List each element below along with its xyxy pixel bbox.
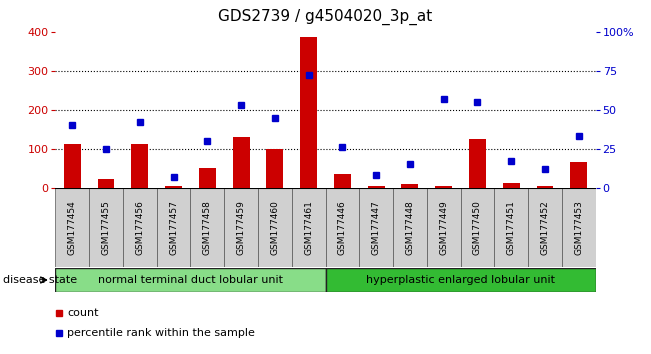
Bar (334, 174, 351, 188)
Bar (469, 139, 486, 188)
Text: GSM177446: GSM177446 (338, 200, 347, 255)
Bar (503, 183, 519, 188)
Text: percentile rank within the sample: percentile rank within the sample (68, 328, 255, 338)
Bar (528, 188, 562, 267)
Text: GSM177447: GSM177447 (372, 200, 381, 255)
Text: GSM177458: GSM177458 (203, 200, 212, 255)
Bar (55, 188, 89, 267)
Bar (436, 185, 452, 188)
Bar (64, 144, 81, 188)
Bar (232, 137, 249, 188)
Bar (165, 185, 182, 188)
Bar (191, 188, 224, 267)
Text: GSM177461: GSM177461 (304, 200, 313, 255)
Text: normal terminal duct lobular unit: normal terminal duct lobular unit (98, 275, 283, 285)
Bar (266, 149, 283, 188)
Bar (123, 188, 157, 267)
Bar (461, 188, 494, 267)
Bar (494, 188, 528, 267)
Bar (402, 184, 419, 188)
Bar (562, 188, 596, 267)
Bar (55, 268, 325, 292)
Bar (98, 179, 115, 188)
Text: GSM177449: GSM177449 (439, 200, 448, 255)
Bar (359, 188, 393, 267)
Bar (326, 268, 596, 292)
Text: GSM177448: GSM177448 (406, 200, 415, 255)
Bar (536, 185, 553, 188)
Bar (326, 188, 359, 267)
Text: GSM177460: GSM177460 (270, 200, 279, 255)
Text: GDS2739 / g4504020_3p_at: GDS2739 / g4504020_3p_at (218, 9, 433, 25)
Bar (224, 188, 258, 267)
Text: GSM177453: GSM177453 (574, 200, 583, 255)
Text: GSM177454: GSM177454 (68, 200, 77, 255)
Bar (157, 188, 191, 267)
Bar (89, 188, 123, 267)
Bar (393, 188, 427, 267)
Bar (199, 168, 215, 188)
Bar (427, 188, 461, 267)
Bar (292, 188, 326, 267)
Text: disease state: disease state (3, 275, 77, 285)
Text: GSM177459: GSM177459 (236, 200, 245, 255)
Text: GSM177456: GSM177456 (135, 200, 145, 255)
Text: hyperplastic enlarged lobular unit: hyperplastic enlarged lobular unit (366, 275, 555, 285)
Bar (300, 36, 317, 188)
Bar (368, 185, 385, 188)
Text: GSM177455: GSM177455 (102, 200, 111, 255)
Text: GSM177450: GSM177450 (473, 200, 482, 255)
Bar (132, 144, 148, 188)
Text: GSM177452: GSM177452 (540, 200, 549, 255)
Text: GSM177457: GSM177457 (169, 200, 178, 255)
Text: GSM177451: GSM177451 (506, 200, 516, 255)
Text: count: count (68, 308, 99, 318)
Bar (570, 162, 587, 188)
Bar (258, 188, 292, 267)
